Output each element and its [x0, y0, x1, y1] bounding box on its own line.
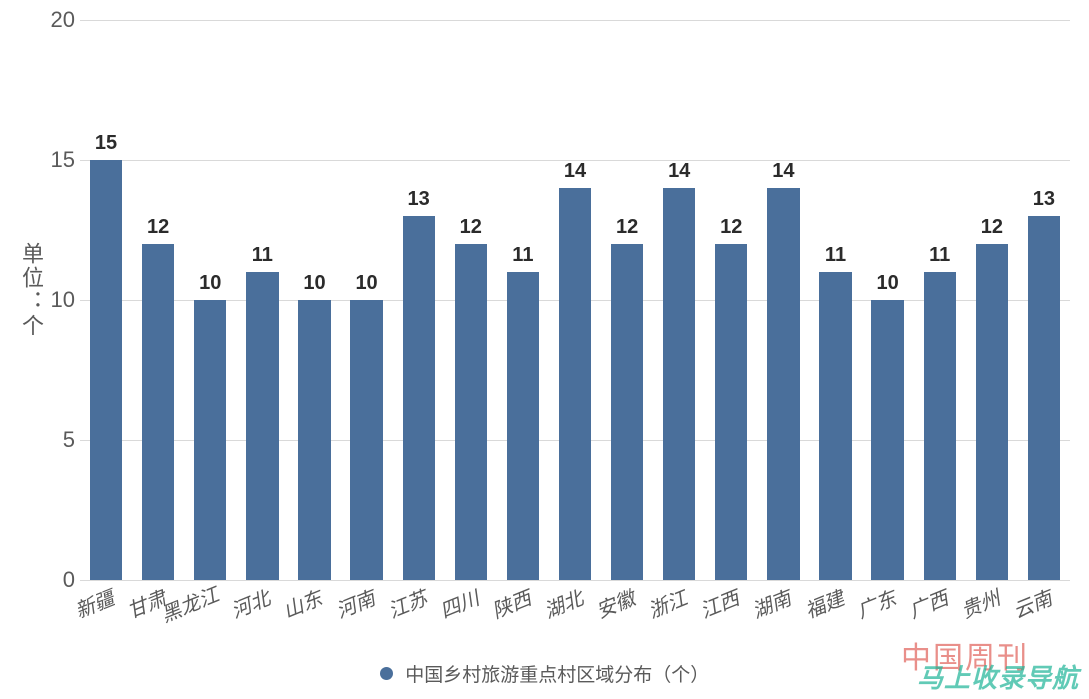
bar-value-label: 12: [142, 216, 174, 239]
x-tick-label: 湖北: [539, 582, 587, 624]
y-tick-label: 20: [40, 7, 75, 33]
grid-line: [80, 580, 1070, 581]
x-tick-label: 福建: [800, 582, 848, 624]
bar-value-label: 12: [715, 216, 747, 239]
bar: 11: [924, 272, 956, 580]
bar-value-label: 11: [246, 244, 278, 267]
bar: 12: [455, 244, 487, 580]
x-tick-label: 四川: [435, 582, 483, 624]
bar-value-label: 10: [350, 272, 382, 295]
bar: 12: [976, 244, 1008, 580]
x-tick-label: 黑龙江: [156, 578, 222, 627]
bar: 11: [507, 272, 539, 580]
bar: 11: [819, 272, 851, 580]
bar: 10: [871, 300, 903, 580]
y-tick-label: 5: [40, 427, 75, 453]
bar: 11: [246, 272, 278, 580]
bar-value-label: 13: [403, 188, 435, 211]
bar: 13: [403, 216, 435, 580]
x-tick-label: 浙江: [643, 582, 691, 624]
x-tick-label: 江西: [695, 582, 743, 624]
x-tick-label: 陕西: [487, 582, 535, 624]
legend-label: 中国乡村旅游重点村区域分布（个）: [405, 665, 709, 686]
x-tick-label: 安徽: [591, 582, 639, 624]
plot-area: 0510152015121011101013121114121412141110…: [80, 20, 1070, 580]
y-tick-label: 15: [40, 147, 75, 173]
bar-value-label: 14: [767, 160, 799, 183]
x-tick-label: 江苏: [383, 582, 431, 624]
y-tick-label: 10: [40, 287, 75, 313]
bar-value-label: 11: [819, 244, 851, 267]
bar-value-label: 10: [871, 272, 903, 295]
bar: 10: [194, 300, 226, 580]
legend-marker: [380, 667, 393, 680]
x-tick-label: 广西: [904, 582, 952, 624]
bar: 15: [90, 160, 122, 580]
chart-container: 单位：个 05101520151210111010131211141214121…: [0, 0, 1089, 699]
bar-value-label: 13: [1028, 188, 1060, 211]
bar: 10: [298, 300, 330, 580]
bar-value-label: 12: [976, 216, 1008, 239]
bar: 10: [350, 300, 382, 580]
bar-value-label: 12: [455, 216, 487, 239]
x-tick-label: 云南: [1008, 582, 1056, 624]
x-tick-label: 河南: [331, 582, 379, 624]
x-tick-label: 山东: [278, 582, 326, 624]
bar: 12: [142, 244, 174, 580]
bar-value-label: 11: [507, 244, 539, 267]
bar: 14: [559, 188, 591, 580]
bar: 13: [1028, 216, 1060, 580]
bar: 12: [715, 244, 747, 580]
x-tick-label: 贵州: [956, 582, 1004, 624]
bar: 14: [767, 188, 799, 580]
x-tick-label: 湖南: [747, 582, 795, 624]
bar-value-label: 11: [924, 244, 956, 267]
bar-value-label: 15: [90, 132, 122, 155]
bar-value-label: 10: [194, 272, 226, 295]
x-tick-label: 新疆: [70, 582, 118, 624]
bar: 12: [611, 244, 643, 580]
bar-value-label: 12: [611, 216, 643, 239]
y-tick-label: 0: [40, 567, 75, 593]
grid-line: [80, 20, 1070, 21]
bar: 14: [663, 188, 695, 580]
x-tick-label: 广东: [852, 582, 900, 624]
bar-value-label: 14: [559, 160, 591, 183]
watermark-site: 马上收录导航: [917, 658, 1079, 695]
x-tick-label: 河北: [226, 582, 274, 624]
bar-value-label: 14: [663, 160, 695, 183]
bar-value-label: 10: [298, 272, 330, 295]
